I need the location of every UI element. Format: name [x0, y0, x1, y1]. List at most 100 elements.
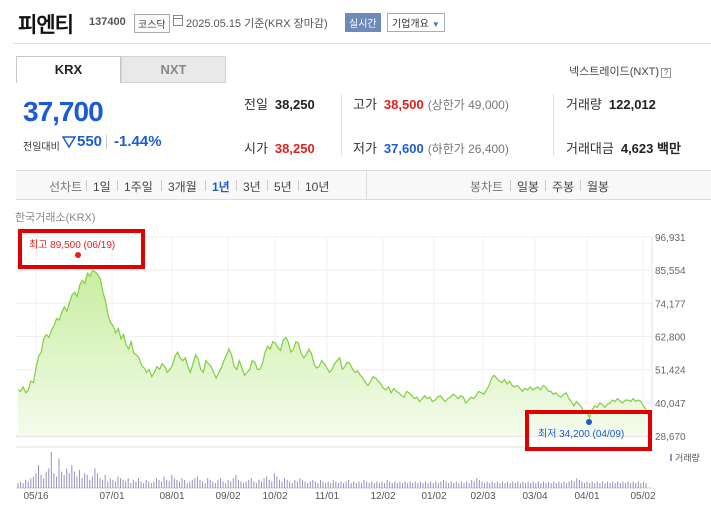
- upper-limit: (상한가 49,000): [427, 98, 509, 112]
- chevron-down-icon: ▼: [431, 20, 440, 29]
- lower-limit: (하한가 26,400): [427, 142, 509, 156]
- period-bar-divider: [366, 171, 367, 199]
- x-tick-label: 11/01: [315, 491, 340, 502]
- line-chart-label: 선차트: [49, 180, 83, 194]
- high-annotation: 최고 89,500 (06/19): [29, 239, 115, 251]
- stat-value: 37,600: [383, 141, 424, 156]
- company-info-label: 기업개요: [392, 19, 429, 30]
- period-1w[interactable]: 1주일: [124, 180, 153, 194]
- stat-open: 시가 38,250: [244, 138, 315, 157]
- stat-volume: 거래량 122,012: [566, 94, 656, 113]
- y-tick-label: 62,800: [655, 333, 686, 344]
- low-annotation: 최저 34,200 (04/09): [538, 428, 624, 440]
- y-tick-label: 96,931: [655, 233, 686, 244]
- divider: [545, 180, 546, 191]
- stat-high: 고가 38,500 (상한가 49,000): [353, 94, 509, 113]
- divider: [267, 180, 268, 191]
- stat-low: 저가 37,600 (하한가 26,400): [353, 138, 509, 157]
- exchange-tabs: KRX NXT: [16, 56, 226, 83]
- divider: [298, 180, 299, 191]
- low-marker: [586, 419, 592, 425]
- stat-unit: 백만: [657, 141, 681, 156]
- x-tick-label: 10/02: [262, 491, 287, 502]
- quote-date: 2025.05.15 기준(KRX 장마감): [186, 18, 328, 30]
- x-tick-label: 05/02: [630, 491, 655, 502]
- nextrade-label: 넥스트레이드(NXT): [569, 66, 660, 78]
- volume-legend-label: 거래량: [675, 452, 700, 463]
- price-line: [17, 269, 647, 420]
- current-price: 37,700: [23, 96, 104, 127]
- stock-code: 137400: [89, 16, 126, 28]
- x-tick-label: 02/03: [470, 491, 495, 502]
- stat-value: 122,012: [608, 97, 656, 112]
- divider: [205, 180, 206, 191]
- stats-panel: 전일 38,250 시가 38,250 고가 38,500 (상한가 49,000) 저…: [236, 94, 711, 160]
- y-tick-label: 85,554: [655, 266, 686, 277]
- stat-label: 전일: [244, 97, 268, 112]
- stats-divider: [341, 94, 342, 156]
- x-tick-label: 05/16: [23, 491, 48, 502]
- stat-label: 거래대금: [566, 141, 614, 156]
- tab-krx[interactable]: KRX: [16, 56, 121, 83]
- stat-prev-close: 전일 38,250: [244, 94, 315, 113]
- down-triangle-icon: [62, 136, 76, 148]
- stat-trade-value: 거래대금 4,623 백만: [566, 138, 681, 157]
- divider: [510, 180, 511, 191]
- price-area: [18, 270, 646, 436]
- period-3y[interactable]: 3년: [243, 180, 261, 194]
- stock-name: 피엔티: [18, 14, 74, 37]
- stat-label: 거래량: [566, 97, 602, 112]
- period-1d[interactable]: 1일: [93, 180, 111, 194]
- price-chart[interactable]: 96,931 85,554 74,177 62,800 51,424 40,047 28,6…: [0, 222, 711, 521]
- x-tick-label: 08/01: [159, 491, 184, 502]
- divider: [86, 180, 87, 191]
- change-label: 전일대비: [23, 142, 60, 153]
- calendar-icon: [173, 15, 183, 26]
- stat-label: 고가: [353, 97, 377, 112]
- low-highlight-box: [525, 410, 652, 451]
- realtime-button[interactable]: 실시간: [345, 13, 381, 32]
- company-info-dropdown[interactable]: 기업개요 ▼: [387, 13, 445, 32]
- change-percent: -1.44%: [114, 133, 162, 150]
- divider: [580, 180, 581, 191]
- high-marker: [75, 252, 81, 258]
- period-10y[interactable]: 10년: [305, 180, 330, 194]
- x-tick-label: 09/02: [215, 491, 240, 502]
- market-badge: 코스닥: [134, 14, 170, 33]
- high-highlight-box: [18, 229, 145, 269]
- change-divider: [106, 135, 107, 149]
- stat-value: 38,500: [383, 97, 424, 112]
- candle-monthly[interactable]: 월봉: [587, 180, 610, 194]
- stat-label: 시가: [244, 141, 268, 156]
- stat-value: 38,250: [274, 141, 315, 156]
- y-tick-label: 28,670: [655, 432, 686, 443]
- x-tick-label: 12/02: [370, 491, 395, 502]
- stock-header: 피엔티 137400 코스닥 2025.05.15 기준(KRX 장마감) 실시…: [0, 0, 711, 44]
- stat-value: 38,250: [274, 97, 315, 112]
- header-divider: [14, 43, 711, 44]
- x-tick-label: 01/02: [421, 491, 446, 502]
- period-1y[interactable]: 1년: [212, 180, 230, 194]
- divider: [161, 180, 162, 191]
- candle-chart-label: 봉차트: [470, 180, 504, 194]
- nextrade-link[interactable]: 넥스트레이드(NXT)?: [569, 63, 672, 79]
- tab-nxt[interactable]: NXT: [121, 56, 226, 83]
- volume-legend-swatch: [670, 454, 672, 461]
- stat-label: 저가: [353, 141, 377, 156]
- change-amount: 550: [77, 133, 103, 150]
- stat-value: 4,623: [620, 141, 654, 156]
- divider: [117, 180, 118, 191]
- candle-daily[interactable]: 일봉: [517, 180, 540, 194]
- stats-divider: [553, 94, 554, 156]
- y-tick-label: 40,047: [655, 399, 686, 410]
- period-5y[interactable]: 5년: [274, 180, 292, 194]
- help-icon[interactable]: ?: [661, 68, 672, 78]
- x-tick-label: 07/01: [99, 491, 124, 502]
- y-tick-label: 51,424: [655, 366, 686, 377]
- x-tick-label: 04/01: [574, 491, 599, 502]
- candle-weekly[interactable]: 주봉: [552, 180, 575, 194]
- period-3m[interactable]: 3개월: [168, 180, 197, 194]
- chart-period-bar: 선차트 1일 1주일 3개월 1년 3년 5년 10년 봉차트 일봉 주봉 월봉: [16, 170, 711, 200]
- exchange-label: 한국거래소(KRX): [15, 212, 96, 224]
- y-tick-label: 74,177: [655, 299, 686, 310]
